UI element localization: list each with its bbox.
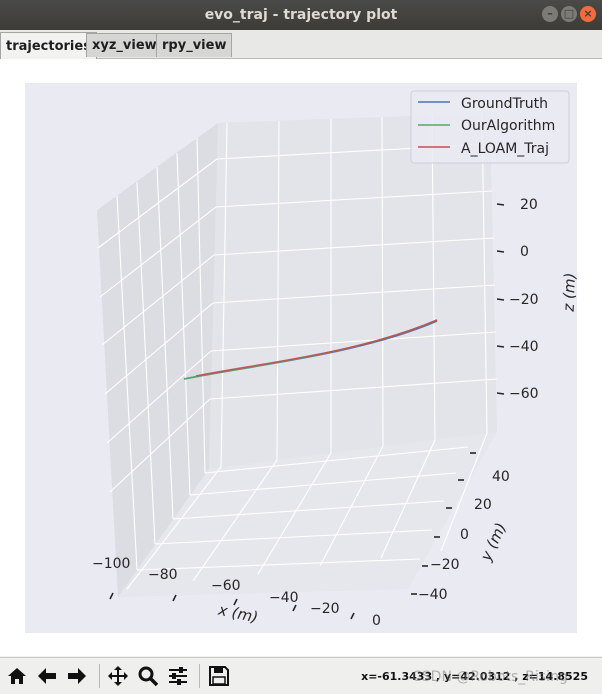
y-tick-label: 0 <box>460 527 469 543</box>
back-pane <box>209 113 497 469</box>
z-tick-label: −40 <box>509 339 539 355</box>
zoom-icon[interactable] <box>135 663 161 689</box>
legend: GroundTruth OurAlgorithm A_LOAM_Traj <box>410 90 570 164</box>
z-tick-labels: 20 0 −20 −40 −60 <box>509 197 539 402</box>
maximize-icon[interactable]: □ <box>561 6 577 22</box>
left-pane <box>97 123 218 597</box>
tab-label: trajectories <box>6 38 91 54</box>
close-icon[interactable]: × <box>580 6 596 22</box>
grid-lines <box>97 112 498 590</box>
tab-trajectories[interactable]: trajectories <box>0 32 97 59</box>
window-title: evo_traj - trajectory plot <box>204 7 398 23</box>
pan-icon[interactable] <box>105 663 131 689</box>
x-tick-label: −20 <box>310 601 340 617</box>
x-tick-labels: −100 −80 −60 −40 −20 0 <box>92 556 381 629</box>
home-icon[interactable] <box>4 663 30 689</box>
x-tick-label: −60 <box>211 578 241 594</box>
z-tick-label: −60 <box>509 386 539 402</box>
navigation-toolbar: x=-61.3433 , y=42.0312 , z=14.8525 <box>0 657 602 694</box>
y-tick-label: −40 <box>418 587 448 603</box>
tab-bar: trajectories xyz_view rpy_view <box>0 30 602 59</box>
save-icon[interactable] <box>206 663 232 689</box>
y-tick-labels: −40 −20 0 20 40 <box>418 469 510 603</box>
window-titlebar: evo_traj - trajectory plot – □ × <box>0 0 602 30</box>
x-tick-label: −40 <box>269 590 299 606</box>
tab-xyz-view[interactable]: xyz_view <box>86 33 163 57</box>
y-tick-label: −20 <box>430 557 460 573</box>
y-tick-label: 40 <box>492 469 510 485</box>
aloam-line <box>195 319 438 377</box>
legend-label: GroundTruth <box>461 96 548 112</box>
y-tick-label: 20 <box>474 497 492 513</box>
z-tick-label: 0 <box>520 244 529 260</box>
minimize-icon[interactable]: – <box>542 6 558 22</box>
z-axis-label: z (m) <box>560 272 579 313</box>
x-tick-label: −80 <box>148 567 178 583</box>
cursor-coordinates: x=-61.3433 , y=42.0312 , z=14.8525 <box>361 670 588 683</box>
forward-arrow-icon[interactable] <box>64 663 90 689</box>
z-tick-label: −20 <box>509 292 539 308</box>
tab-label: rpy_view <box>162 38 227 53</box>
plot-canvas[interactable]: −100 −80 −60 −40 −20 0 x (m) −40 −20 0 2… <box>0 59 602 656</box>
legend-label: OurAlgorithm <box>461 118 555 134</box>
x-tick-label: 0 <box>372 613 381 629</box>
configure-subplots-icon[interactable] <box>165 663 191 689</box>
watermark: CSDN @Robots_Rising <box>412 669 568 685</box>
back-arrow-icon[interactable] <box>34 663 60 689</box>
x-tick-label: −100 <box>92 556 130 572</box>
tick-marks <box>109 203 505 620</box>
tab-label: xyz_view <box>92 38 157 53</box>
trajectory-3d-plot[interactable]: −100 −80 −60 −40 −20 0 x (m) −40 −20 0 2… <box>0 59 602 656</box>
tab-rpy-view[interactable]: rpy_view <box>156 33 233 57</box>
z-tick-label: 20 <box>520 197 538 213</box>
legend-label: A_LOAM_Traj <box>461 141 549 157</box>
floor-pane <box>118 432 497 597</box>
